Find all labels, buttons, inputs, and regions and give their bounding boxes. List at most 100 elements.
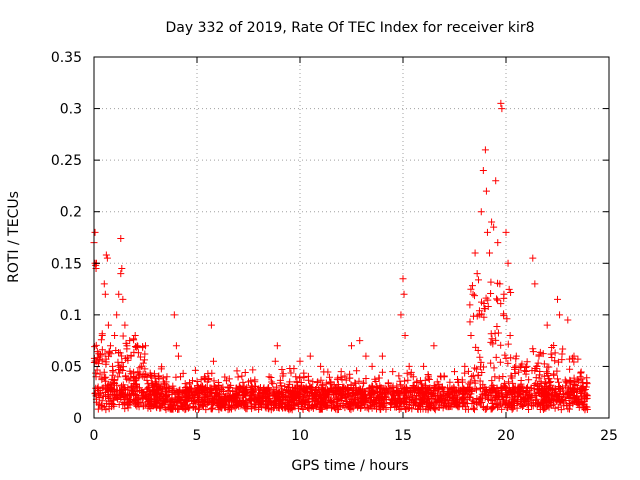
chart-title: Day 332 of 2019, Rate Of TEC Index for r…: [165, 20, 534, 36]
data-point: [400, 290, 408, 298]
data-point: [308, 394, 316, 402]
data-point: [299, 397, 307, 405]
data-point: [577, 368, 585, 376]
data-point: [567, 384, 575, 392]
data-point: [252, 383, 260, 391]
data-point: [353, 401, 361, 409]
data-point: [357, 389, 365, 397]
data-point: [554, 358, 562, 366]
data-point: [91, 228, 99, 236]
data-point: [450, 395, 458, 403]
data-point: [499, 400, 507, 408]
data-point: [351, 379, 359, 387]
data-point: [553, 367, 561, 375]
data-point: [342, 385, 350, 393]
data-point: [107, 350, 115, 358]
data-point: [264, 397, 272, 405]
data-point: [473, 270, 481, 278]
data-point: [127, 351, 135, 359]
data-point: [529, 345, 537, 353]
data-point: [533, 395, 541, 403]
data-point: [462, 405, 470, 413]
data-point: [553, 397, 561, 405]
data-point: [335, 388, 343, 396]
data-point: [197, 376, 205, 384]
data-point: [117, 235, 125, 243]
data-point: [437, 373, 445, 381]
data-point: [267, 400, 275, 408]
data-point: [554, 403, 562, 411]
data-point: [115, 290, 123, 298]
data-point: [407, 371, 415, 379]
data-point: [434, 395, 442, 403]
data-point: [160, 381, 168, 389]
data-point: [466, 318, 474, 326]
data-point: [393, 399, 401, 407]
data-point: [530, 385, 538, 393]
data-point: [269, 380, 277, 388]
data-point: [112, 346, 120, 354]
data-point: [315, 401, 323, 409]
data-point: [472, 343, 480, 351]
data-point: [522, 363, 530, 371]
data-point: [211, 382, 219, 390]
data-point: [490, 364, 498, 372]
data-point: [159, 397, 167, 405]
data-point: [290, 365, 298, 373]
data-point: [247, 382, 255, 390]
data-point: [564, 405, 572, 413]
data-point: [494, 279, 502, 287]
data-point: [533, 362, 541, 370]
data-point: [161, 403, 169, 411]
data-point: [551, 357, 559, 365]
data-point: [543, 321, 551, 329]
data-point: [265, 384, 273, 392]
data-point: [123, 345, 131, 353]
data-point: [134, 349, 142, 357]
data-point: [549, 395, 557, 403]
data-point: [490, 384, 498, 392]
data-point: [430, 383, 438, 391]
data-point: [376, 405, 384, 413]
data-point: [133, 396, 141, 404]
data-point: [557, 387, 565, 395]
data-point: [382, 393, 390, 401]
data-point: [484, 394, 492, 402]
data-point: [515, 368, 523, 376]
data-point: [394, 395, 402, 403]
data-point: [395, 372, 403, 380]
data-point: [407, 387, 415, 395]
data-point: [191, 366, 199, 374]
data-point: [454, 396, 462, 404]
data-point: [218, 402, 226, 410]
data-point: [232, 390, 240, 398]
data-point: [500, 294, 508, 302]
data-point: [583, 392, 591, 400]
y-tick-labels: 0 0.05 0.1 0.15 0.2 0.25 0.3 0.35: [51, 50, 82, 427]
data-point: [448, 393, 456, 401]
data-point: [466, 301, 474, 309]
data-point: [306, 382, 314, 390]
data-point: [101, 350, 109, 358]
data-point: [523, 392, 531, 400]
data-point: [307, 403, 315, 411]
data-point: [551, 404, 559, 412]
data-point: [276, 379, 284, 387]
data-point: [494, 296, 502, 304]
data-point: [461, 362, 469, 370]
data-point: [403, 369, 411, 377]
data-point: [161, 387, 169, 395]
data-point: [459, 400, 467, 408]
data-point: [247, 400, 255, 408]
data-point: [115, 362, 123, 370]
data-point: [147, 371, 155, 379]
data-point: [204, 370, 212, 378]
data-point: [271, 357, 279, 365]
data-point: [333, 395, 341, 403]
data-point: [409, 401, 417, 409]
data-point: [559, 345, 567, 353]
data-point: [127, 370, 135, 378]
data-point: [489, 403, 497, 411]
data-point: [94, 405, 102, 413]
data-point: [499, 396, 507, 404]
